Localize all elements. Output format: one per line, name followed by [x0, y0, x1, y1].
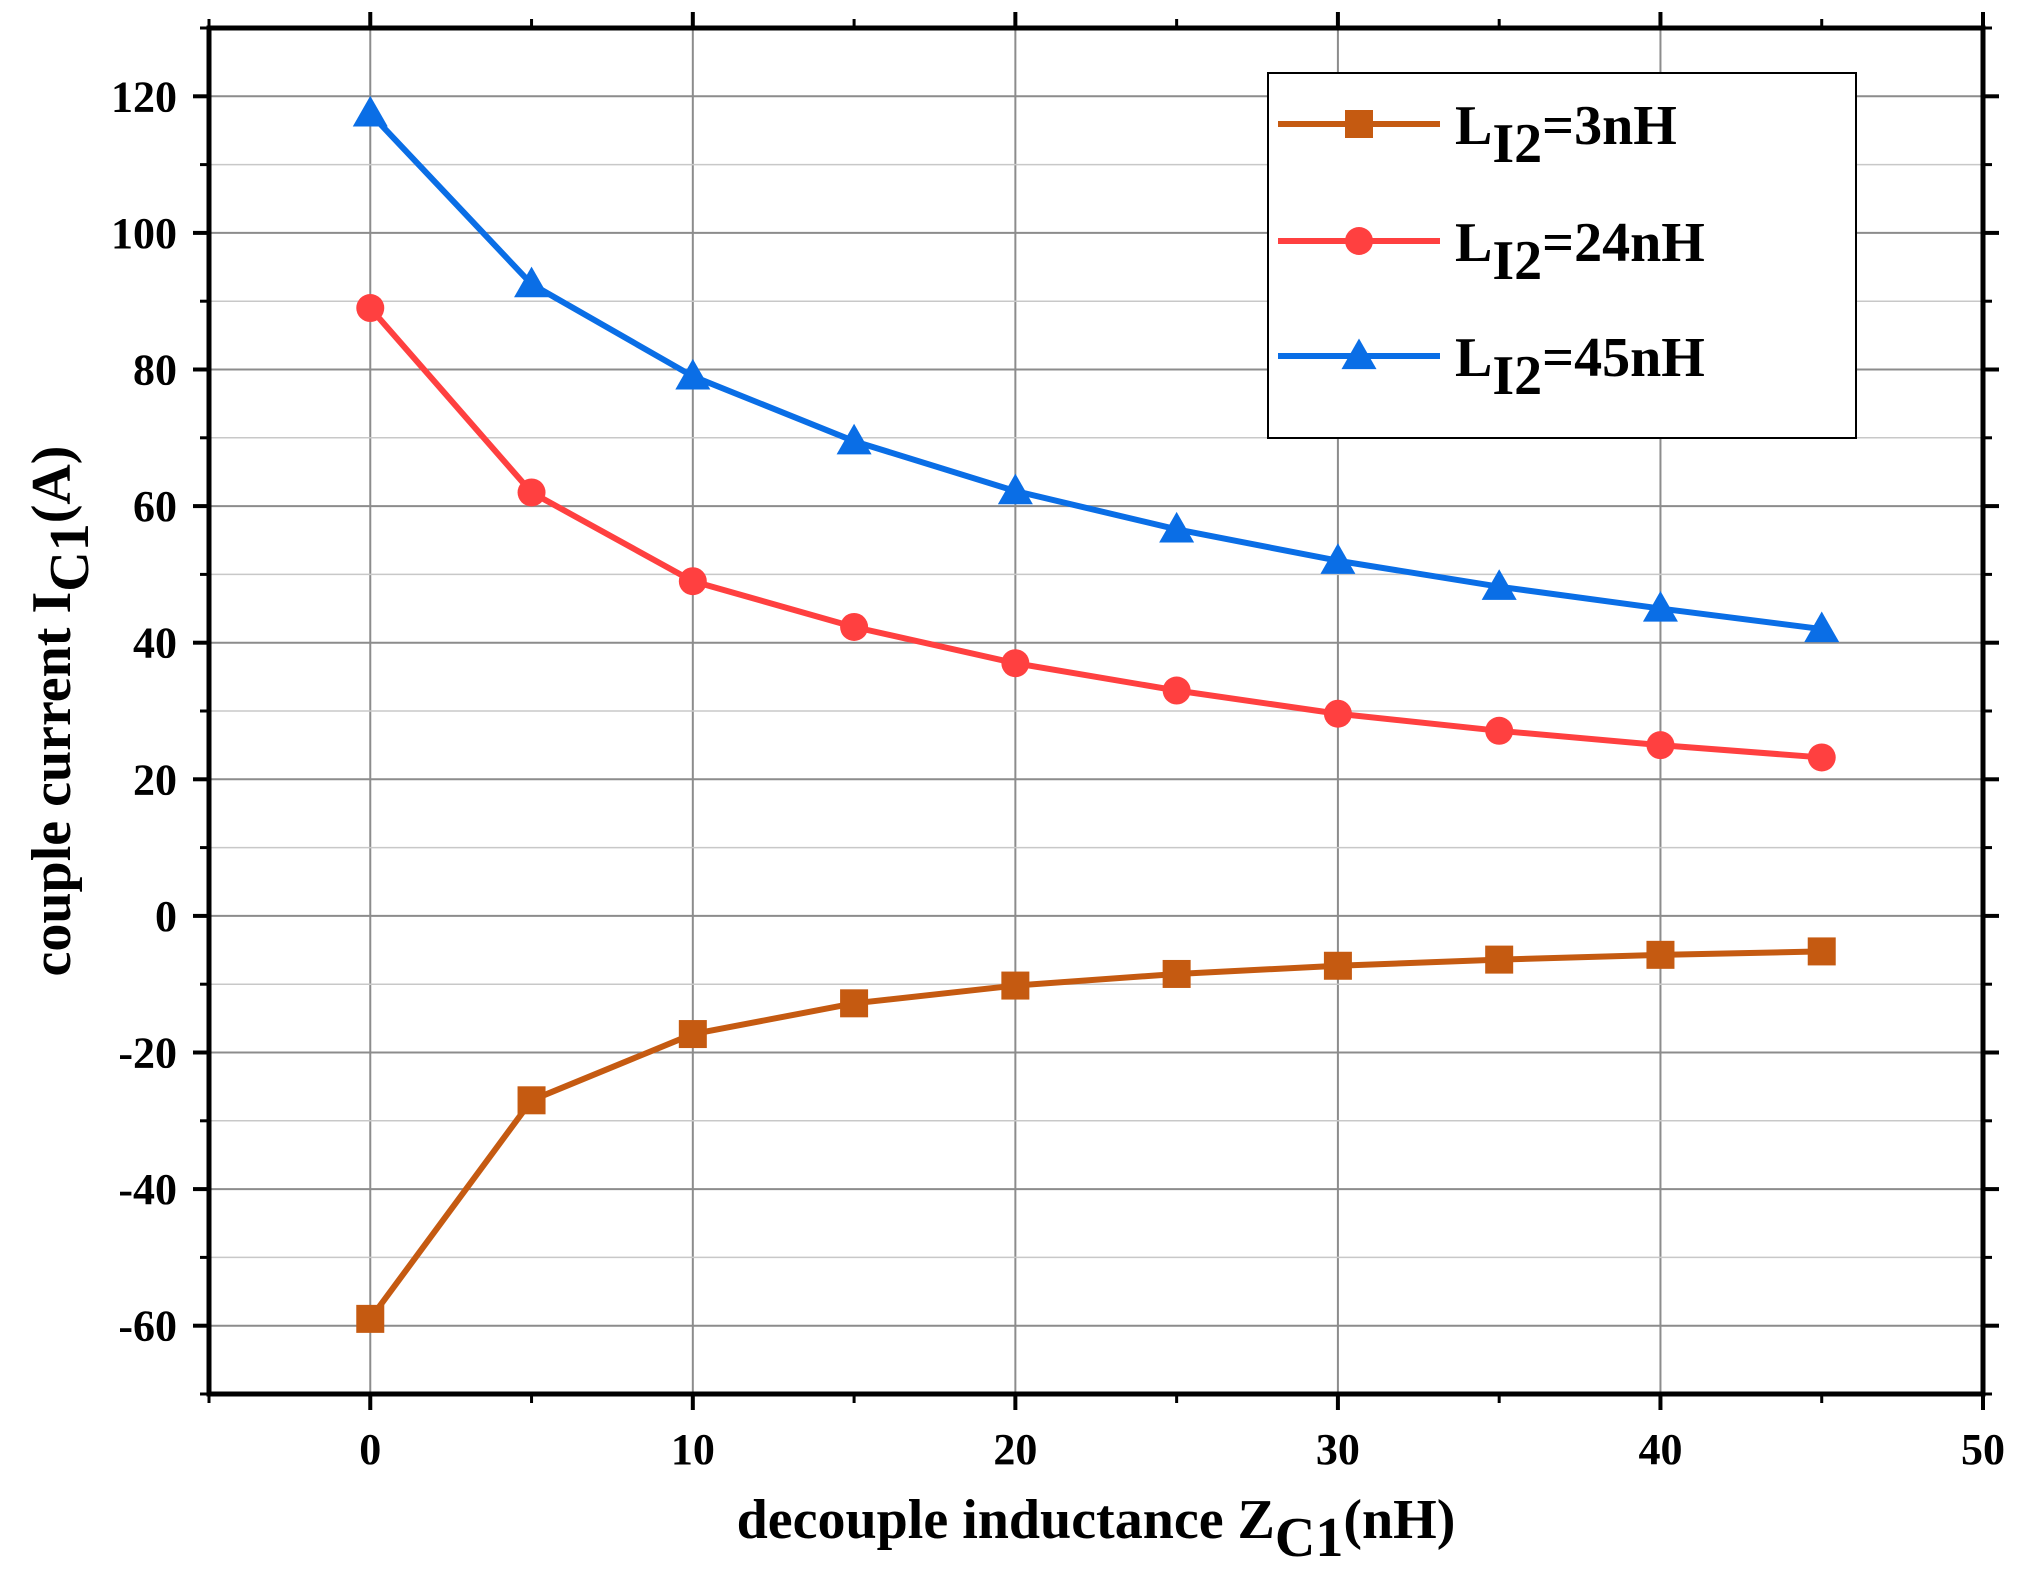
- y-axis-title: couple current IC1(A): [21, 446, 101, 977]
- data-point: [517, 478, 546, 507]
- y-tick-label: -20: [118, 1029, 177, 1078]
- x-axis-title-suffix: (nH): [1343, 1489, 1455, 1551]
- data-point: [675, 358, 711, 390]
- y-tick-label: -60: [118, 1302, 177, 1351]
- data-point: [1159, 511, 1195, 543]
- legend-label: LI2=45nH: [1455, 327, 1705, 407]
- data-point: [1323, 699, 1352, 728]
- data-point: [678, 1020, 707, 1049]
- legend-label-sub: I2: [1492, 113, 1542, 175]
- legend-marker: [1341, 338, 1377, 370]
- data-point: [356, 1304, 385, 1333]
- y-axis-title-sub: C1: [39, 523, 101, 591]
- series-square: [356, 937, 1836, 1333]
- ticks: 0 10 20 30 40 50 -60 -40 -20 0 20 40 60 80 100 120: [111, 12, 2005, 1474]
- y-tick-label: 80: [133, 346, 177, 395]
- y-tick-label: 120: [111, 72, 177, 121]
- legend-label-rest: =24nH: [1542, 212, 1705, 274]
- data-point: [836, 423, 872, 455]
- data-point: [1162, 676, 1191, 705]
- data-point: [678, 567, 707, 596]
- y-tick-label: 60: [133, 482, 177, 531]
- data-point: [1646, 731, 1675, 760]
- legend-item: LI2=45nH: [1278, 327, 1705, 407]
- x-tick-label: 0: [359, 1425, 381, 1474]
- y-axis-title-suffix: (A): [21, 446, 83, 524]
- legend-marker: [1345, 110, 1373, 138]
- data-point: [517, 1086, 546, 1115]
- legend-label: LI2=3nH: [1455, 95, 1677, 175]
- legend-label-main: L: [1455, 327, 1492, 389]
- legend-label-sub: I2: [1492, 230, 1542, 292]
- y-tick-label: 20: [133, 755, 177, 804]
- legend-label-rest: =3nH: [1542, 95, 1677, 157]
- legend-label: LI2=24nH: [1455, 212, 1705, 292]
- data-point: [1481, 569, 1517, 600]
- data-point: [1485, 945, 1514, 974]
- x-tick-label: 50: [1961, 1425, 2005, 1474]
- data-point: [352, 95, 388, 127]
- y-axis-title-main: couple current I: [21, 592, 83, 977]
- data-point: [1807, 743, 1836, 772]
- y-tick-label: 40: [133, 619, 177, 668]
- data-point: [514, 266, 550, 298]
- series-circle: [356, 294, 1836, 772]
- series-line: [368, 306, 1822, 761]
- y-tick-label: 0: [155, 892, 177, 941]
- data-point: [1807, 937, 1836, 966]
- x-tick-label: 30: [1316, 1425, 1360, 1474]
- y-tick-label: -40: [118, 1165, 177, 1214]
- legend-label-sub: I2: [1492, 345, 1542, 407]
- data-point: [1485, 716, 1514, 745]
- data-point: [1320, 543, 1356, 574]
- x-tick-label: 10: [671, 1425, 715, 1474]
- x-axis-title-sub: C1: [1275, 1507, 1343, 1569]
- legend-item: LI2=3nH: [1278, 95, 1677, 175]
- data-point: [1642, 591, 1678, 622]
- data-point: [1001, 649, 1030, 678]
- x-tick-label: 20: [993, 1425, 1037, 1474]
- data-point: [840, 989, 869, 1018]
- series-triangle: [352, 95, 1840, 643]
- x-tick-label: 40: [1638, 1425, 1682, 1474]
- data-point: [1804, 611, 1840, 643]
- legend-marker: [1345, 227, 1373, 255]
- data-point: [356, 294, 385, 323]
- data-point: [1162, 959, 1191, 988]
- legend-label-rest: =45nH: [1542, 327, 1705, 389]
- series-line: [368, 111, 1823, 633]
- legend-label-main: L: [1455, 95, 1492, 157]
- legend-label-main: L: [1455, 212, 1492, 274]
- x-axis-title-main: decouple inductance Z: [737, 1489, 1275, 1551]
- data-point: [997, 473, 1033, 505]
- data-point: [1646, 940, 1675, 969]
- series-line: [367, 948, 1822, 1321]
- legend-item: LI2=24nH: [1278, 212, 1705, 292]
- data-point: [1001, 971, 1030, 1000]
- series-layer: [352, 95, 1840, 1333]
- data-point: [840, 612, 869, 641]
- data-point: [1323, 951, 1352, 980]
- x-axis-title: decouple inductance ZC1(nH): [737, 1489, 1456, 1569]
- y-tick-label: 100: [111, 209, 177, 258]
